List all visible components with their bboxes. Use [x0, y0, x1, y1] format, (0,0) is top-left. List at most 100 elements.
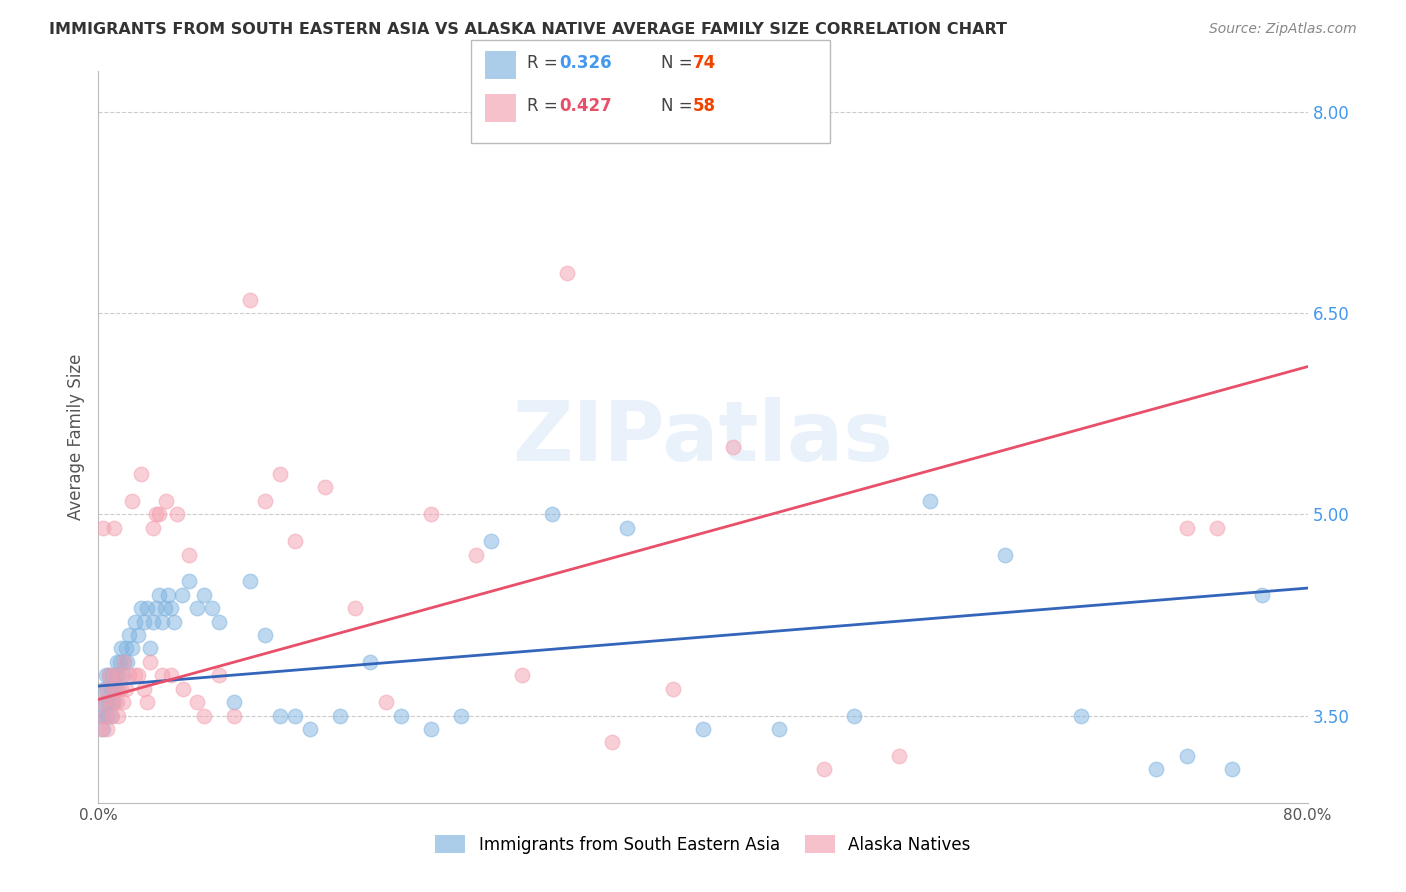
Point: [186, 601, 208, 615]
Point: [93, 708, 115, 723]
Point: [299, 722, 322, 736]
Point: [105, 695, 128, 709]
Point: [153, 601, 176, 615]
Point: [193, 708, 215, 723]
Point: [98, 695, 121, 709]
Point: [170, 588, 193, 602]
Point: [129, 467, 152, 481]
Point: [179, 548, 201, 562]
Point: [96, 708, 118, 723]
Point: [132, 681, 155, 696]
Point: [160, 668, 183, 682]
Point: [139, 655, 162, 669]
Point: [91, 521, 114, 535]
Point: [105, 655, 128, 669]
Point: [148, 508, 170, 522]
Point: [1175, 748, 1198, 763]
Point: [100, 681, 122, 696]
Point: [98, 668, 121, 682]
Point: [103, 681, 125, 696]
Point: [160, 601, 183, 615]
Point: [93, 708, 115, 723]
Point: [108, 668, 131, 682]
Point: [101, 695, 124, 709]
Point: [142, 615, 165, 629]
Point: [329, 708, 352, 723]
Point: [101, 668, 124, 682]
Point: [132, 615, 155, 629]
Point: [813, 762, 835, 776]
Point: [1070, 708, 1092, 723]
Point: [129, 601, 152, 615]
Point: [616, 521, 638, 535]
Point: [111, 695, 134, 709]
Point: [253, 493, 276, 508]
Point: [156, 588, 179, 602]
Text: IMMIGRANTS FROM SOUTH EASTERN ASIA VS ALASKA NATIVE AVERAGE FAMILY SIZE CORRELAT: IMMIGRANTS FROM SOUTH EASTERN ASIA VS AL…: [49, 22, 1007, 37]
Point: [114, 641, 136, 656]
Point: [101, 708, 124, 723]
Point: [104, 681, 127, 696]
Point: [540, 508, 562, 522]
Point: [224, 708, 246, 723]
Y-axis label: Average Family Size: Average Family Size: [66, 354, 84, 520]
Point: [692, 722, 714, 736]
Point: [555, 266, 578, 280]
Point: [100, 708, 122, 723]
Point: [389, 708, 412, 723]
Point: [1251, 588, 1274, 602]
Point: [1220, 762, 1243, 776]
Point: [269, 708, 291, 723]
Point: [150, 615, 173, 629]
Point: [269, 467, 291, 481]
Point: [284, 708, 307, 723]
Point: [96, 681, 118, 696]
Point: [450, 708, 472, 723]
Point: [768, 722, 790, 736]
Point: [103, 695, 125, 709]
Point: [114, 681, 136, 696]
Point: [127, 668, 149, 682]
Text: 0.326: 0.326: [560, 54, 612, 72]
Point: [118, 668, 141, 682]
Point: [163, 615, 186, 629]
Point: [918, 493, 941, 508]
Point: [253, 628, 276, 642]
Point: [1175, 521, 1198, 535]
Point: [103, 668, 125, 682]
Point: [186, 695, 208, 709]
Text: Source: ZipAtlas.com: Source: ZipAtlas.com: [1209, 22, 1357, 37]
Point: [108, 655, 131, 669]
Text: 0.427: 0.427: [560, 97, 613, 115]
Point: [107, 681, 129, 696]
Point: [121, 641, 143, 656]
Point: [374, 695, 396, 709]
Point: [112, 655, 135, 669]
Point: [661, 681, 683, 696]
Point: [112, 655, 135, 669]
Point: [139, 641, 162, 656]
Point: [135, 695, 157, 709]
Point: [844, 708, 866, 723]
Point: [104, 668, 127, 682]
Text: R =: R =: [527, 54, 564, 72]
Point: [224, 695, 246, 709]
Point: [239, 293, 262, 307]
Point: [150, 668, 173, 682]
Point: [135, 601, 157, 615]
Legend: Immigrants from South Eastern Asia, Alaska Natives: Immigrants from South Eastern Asia, Alas…: [429, 829, 977, 860]
Point: [723, 440, 745, 454]
Point: [100, 695, 122, 709]
Point: [94, 668, 117, 682]
Point: [602, 735, 624, 749]
Point: [103, 521, 125, 535]
Point: [110, 681, 132, 696]
Point: [91, 695, 114, 709]
Point: [1206, 521, 1229, 535]
Point: [145, 601, 167, 615]
Point: [994, 548, 1017, 562]
Point: [107, 708, 129, 723]
Point: [111, 668, 134, 682]
Point: [166, 508, 188, 522]
Point: [93, 681, 115, 696]
